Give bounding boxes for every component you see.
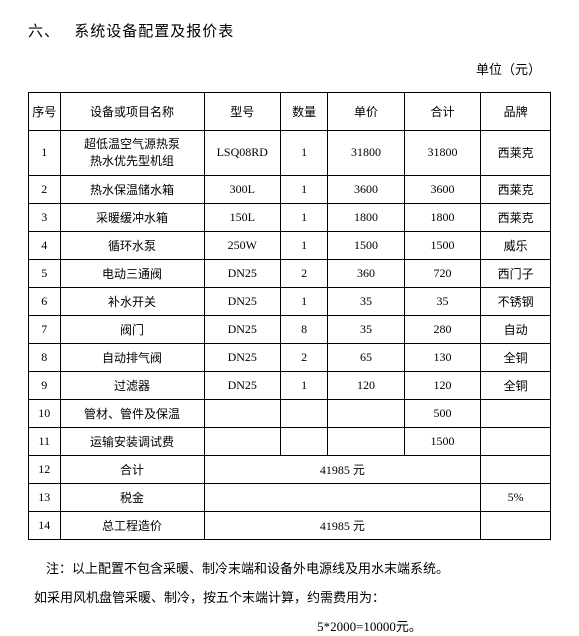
table-row: 8 自动排气阀 DN25 2 65 130 全铜 — [29, 343, 551, 371]
unit-label: 单位（元） — [28, 59, 551, 78]
col-name: 设备或项目名称 — [60, 93, 204, 131]
section-heading: 六、 系统设备配置及报价表 — [28, 20, 551, 41]
table-row: 7 阀门 DN25 8 35 280 自动 — [29, 315, 551, 343]
note-2: 如采用风机盘管采暖、制冷，按五个末端计算，约需费用为： — [34, 587, 551, 606]
table-row: 3 采暖缓冲水箱 150L 1 1800 1800 西莱克 — [29, 203, 551, 231]
table-row: 10 管材、管件及保温 500 — [29, 399, 551, 427]
table-row: 5 电动三通阀 DN25 2 360 720 西门子 — [29, 259, 551, 287]
sum-seq: 12 — [29, 455, 61, 483]
cell-unit-price: 31800 — [328, 131, 405, 176]
table-row: 1 超低温空气源热泵 热水优先型机组 LSQ08RD 1 31800 31800… — [29, 131, 551, 176]
col-model: 型号 — [204, 93, 281, 131]
grand-seq: 14 — [29, 511, 61, 539]
cell-name: 超低温空气源热泵 热水优先型机组 — [60, 131, 204, 176]
cell-seq: 1 — [29, 131, 61, 176]
heading-prefix: 六、 — [28, 24, 60, 40]
cell-qty: 1 — [281, 131, 328, 176]
cell-model: LSQ08RD — [204, 131, 281, 176]
sum-row: 12 合计 41985 元 — [29, 455, 551, 483]
grand-label: 总工程造价 — [60, 511, 204, 539]
grand-value: 41985 元 — [204, 511, 481, 539]
tax-label: 税金 — [60, 483, 204, 511]
note-1: 注：以上配置不包含采暖、制冷末端和设备外电源线及用水末端系统。 — [46, 558, 551, 577]
col-total: 合计 — [404, 93, 481, 131]
table-row: 6 补水开关 DN25 1 35 35 不锈钢 — [29, 287, 551, 315]
table-row: 2 热水保温储水箱 300L 1 3600 3600 西莱克 — [29, 175, 551, 203]
col-seq: 序号 — [29, 93, 61, 131]
equipment-table: 序号 设备或项目名称 型号 数量 单价 合计 品牌 1 超低温空气源热泵 热水优… — [28, 92, 551, 540]
sum-value: 41985 元 — [204, 455, 481, 483]
sum-label: 合计 — [60, 455, 204, 483]
table-row: 9 过滤器 DN25 1 120 120 全铜 — [29, 371, 551, 399]
calculation-text: 5*2000=10000元。 — [28, 616, 551, 635]
cell-brand: 西莱克 — [481, 131, 551, 176]
col-qty: 数量 — [281, 93, 328, 131]
table-row: 4 循环水泵 250W 1 1500 1500 威乐 — [29, 231, 551, 259]
tax-row: 13 税金 5% — [29, 483, 551, 511]
table-header-row: 序号 设备或项目名称 型号 数量 单价 合计 品牌 — [29, 93, 551, 131]
col-unit-price: 单价 — [328, 93, 405, 131]
grand-total-row: 14 总工程造价 41985 元 — [29, 511, 551, 539]
tax-seq: 13 — [29, 483, 61, 511]
table-row: 11 运输安装调试费 1500 — [29, 427, 551, 455]
col-brand: 品牌 — [481, 93, 551, 131]
cell-total: 31800 — [404, 131, 481, 176]
tax-rate: 5% — [481, 483, 551, 511]
heading-title: 系统设备配置及报价表 — [74, 24, 234, 40]
